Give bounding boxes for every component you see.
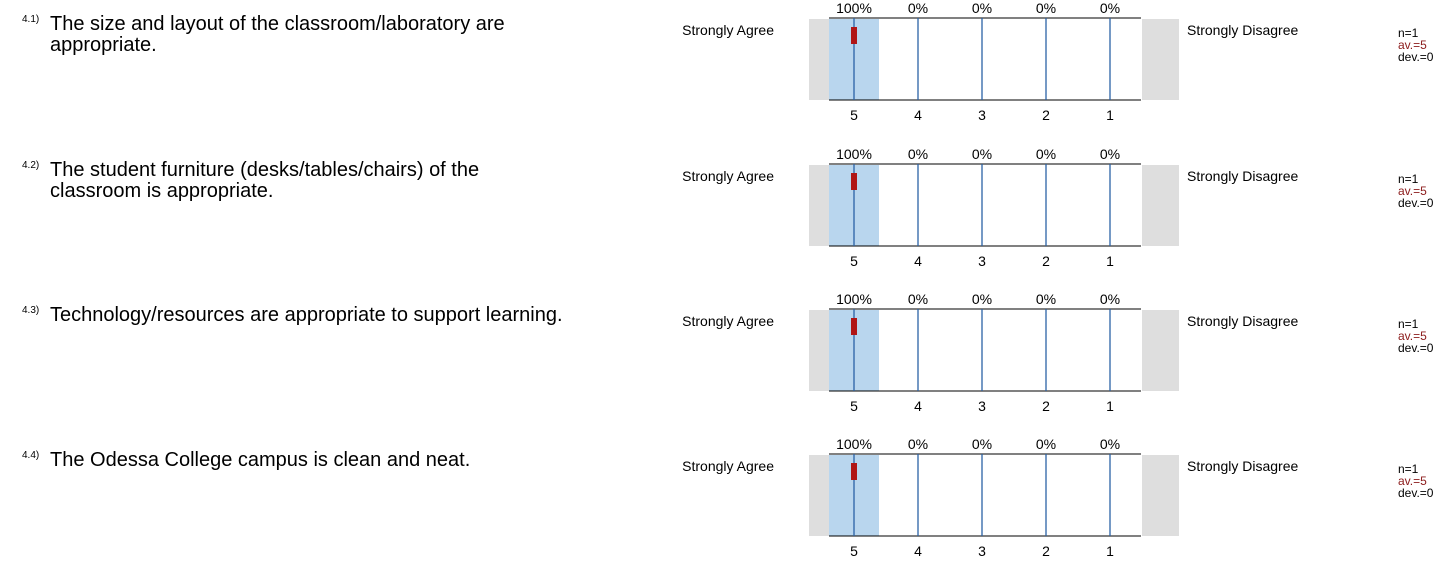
percent-label: 100% — [836, 291, 872, 307]
percent-label: 100% — [836, 0, 872, 16]
stats-n: n=1 — [1398, 172, 1419, 186]
stats-deviation: dev.=0 — [1398, 50, 1434, 64]
stats-block: n=1 av.=5 dev.=0 — [1398, 27, 1433, 63]
scale-value-label: 5 — [850, 253, 858, 269]
question-number: 4.1) — [22, 14, 40, 25]
question-text: The student furniture (desks/tables/chai… — [50, 159, 480, 202]
scale-value-label: 2 — [1042, 398, 1050, 414]
survey-results: 4.1) The size and layout of the classroom… — [0, 0, 1453, 559]
scale-value-label: 4 — [914, 543, 922, 559]
question-text: The Odessa College campus is clean and n… — [50, 449, 471, 471]
stats-block: n=1 av.=5 dev.=0 — [1398, 318, 1433, 354]
percent-label: 0% — [1100, 436, 1120, 452]
average-marker — [851, 463, 857, 480]
question-row: 4.3) Technology/resources are appropriate… — [0, 291, 1453, 437]
percent-label: 0% — [1100, 0, 1120, 16]
percent-label: 100% — [836, 146, 872, 162]
percent-label: 0% — [1036, 146, 1056, 162]
percent-label: 0% — [1036, 0, 1056, 16]
scale-value-label: 3 — [978, 543, 986, 559]
question-number: 4.2) — [22, 160, 40, 171]
stats-deviation: dev.=0 — [1398, 341, 1434, 355]
stats-n: n=1 — [1398, 26, 1419, 40]
scale-right-label: Strongly Disagree — [1187, 458, 1299, 474]
scale-value-label: 3 — [978, 253, 986, 269]
percent-label: 0% — [1100, 146, 1120, 162]
stats-n: n=1 — [1398, 317, 1419, 331]
percent-label: 0% — [1036, 291, 1056, 307]
scale-value-label: 3 — [978, 107, 986, 123]
scale-value-label: 2 — [1042, 107, 1050, 123]
question-text: Technology/resources are appropriate to … — [50, 304, 563, 326]
scale-chart: 100% 0% 0% 0% 0% 5 4 3 2 1 — [809, 436, 1179, 559]
scale-value-label: 1 — [1106, 398, 1114, 414]
scale-value-label: 1 — [1106, 253, 1114, 269]
question-row: 4.2) The student furniture (desks/tables/… — [0, 146, 1453, 292]
percent-label: 0% — [1036, 436, 1056, 452]
scale-value-label: 5 — [850, 543, 858, 559]
percent-label: 0% — [908, 291, 928, 307]
percent-label: 0% — [908, 436, 928, 452]
right-gray-box — [1142, 310, 1179, 391]
stats-average: av.=5 — [1398, 329, 1427, 343]
percent-label: 0% — [908, 0, 928, 16]
scale-left-label: Strongly Agree — [682, 313, 774, 329]
question-number: 4.4) — [22, 450, 40, 461]
right-gray-box — [1142, 19, 1179, 100]
scale-chart: 100% 0% 0% 0% 0% 5 4 3 2 1 — [809, 291, 1179, 414]
percent-label: 0% — [972, 291, 992, 307]
scale-right-label: Strongly Disagree — [1187, 313, 1299, 329]
scale-value-label: 1 — [1106, 107, 1114, 123]
average-marker — [851, 318, 857, 335]
question-row: 4.4) The Odessa College campus is clean a… — [0, 436, 1453, 582]
stats-deviation: dev.=0 — [1398, 486, 1434, 500]
scale-value-label: 2 — [1042, 543, 1050, 559]
percent-label: 0% — [972, 0, 992, 16]
percent-label: 100% — [836, 436, 872, 452]
scale-left-label: Strongly Agree — [682, 168, 774, 184]
scale-value-label: 2 — [1042, 253, 1050, 269]
question-number: 4.3) — [22, 305, 40, 316]
average-marker — [851, 27, 857, 44]
scale-chart: 100% 0% 0% 0% 0% 5 4 3 2 1 — [809, 0, 1179, 123]
stats-block: n=1 av.=5 dev.=0 — [1398, 173, 1433, 209]
scale-right-label: Strongly Disagree — [1187, 22, 1299, 38]
scale-value-label: 5 — [850, 398, 858, 414]
question-row: 4.1) The size and layout of the classroom… — [0, 0, 1453, 146]
scale-left-label: Strongly Agree — [682, 458, 774, 474]
scale-left-label: Strongly Agree — [682, 22, 774, 38]
scale-value-label: 4 — [914, 398, 922, 414]
stats-average: av.=5 — [1398, 184, 1427, 198]
stats-average: av.=5 — [1398, 38, 1427, 52]
stats-deviation: dev.=0 — [1398, 196, 1434, 210]
percent-label: 0% — [972, 436, 992, 452]
scale-value-label: 3 — [978, 398, 986, 414]
percent-label: 0% — [908, 146, 928, 162]
right-gray-box — [1142, 165, 1179, 246]
scale-value-label: 1 — [1106, 543, 1114, 559]
scale-value-label: 5 — [850, 107, 858, 123]
scale-chart: 100% 0% 0% 0% 0% 5 4 3 2 1 — [809, 146, 1179, 269]
percent-label: 0% — [972, 146, 992, 162]
average-marker — [851, 173, 857, 190]
scale-value-label: 4 — [914, 253, 922, 269]
stats-n: n=1 — [1398, 462, 1419, 476]
percent-label: 0% — [1100, 291, 1120, 307]
stats-average: av.=5 — [1398, 474, 1427, 488]
question-text: The size and layout of the classroom/lab… — [50, 13, 505, 56]
right-gray-box — [1142, 455, 1179, 536]
scale-value-label: 4 — [914, 107, 922, 123]
stats-block: n=1 av.=5 dev.=0 — [1398, 463, 1433, 499]
scale-right-label: Strongly Disagree — [1187, 168, 1299, 184]
